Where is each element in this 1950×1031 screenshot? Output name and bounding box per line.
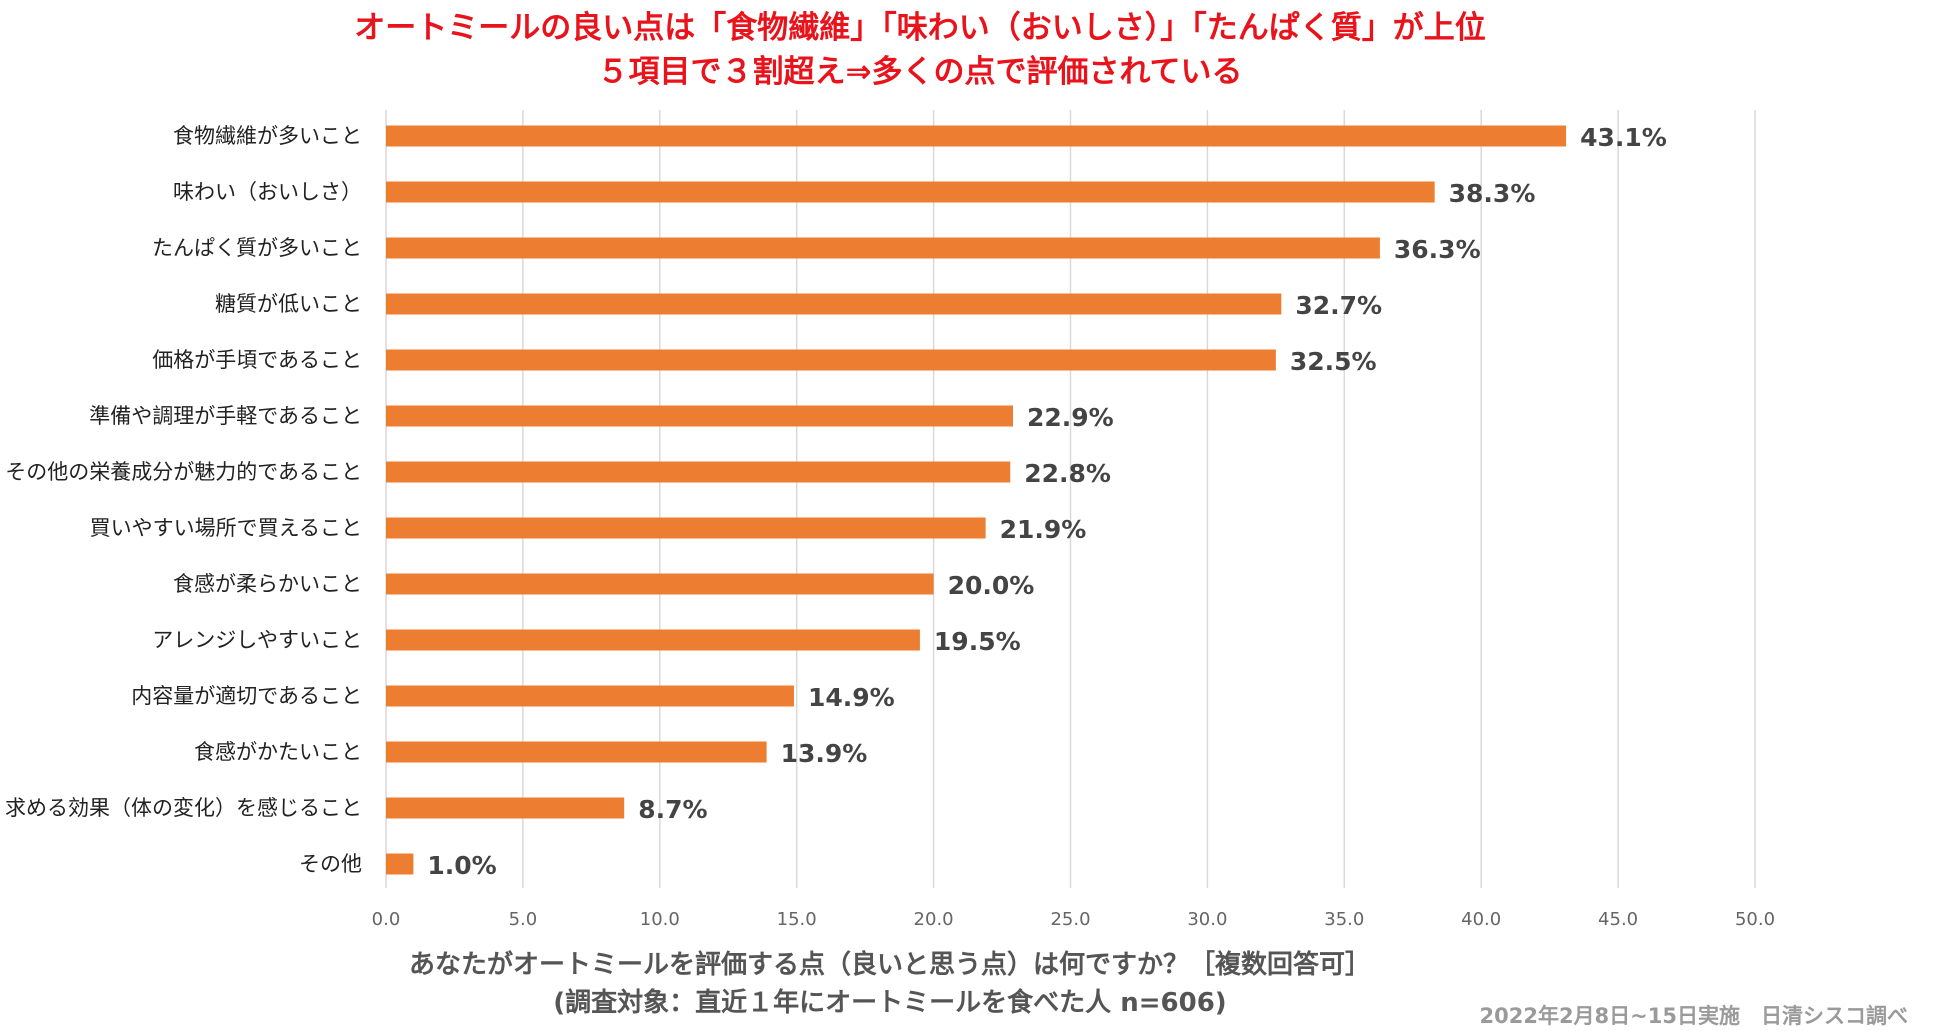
bar — [386, 181, 1435, 203]
value-label: 22.9% — [1027, 403, 1114, 432]
category-label: アレンジしやすいこと — [152, 628, 362, 652]
category-label: 味わい（おいしさ） — [173, 180, 362, 204]
x-tick-label: 50.0 — [1735, 909, 1775, 930]
chart-title-line-1: オートミールの良い点は「食物繊維」「味わい（おいしさ）」「たんぱく質」が上位 — [354, 10, 1486, 46]
x-tick-label: 40.0 — [1461, 909, 1501, 930]
value-label: 21.9% — [1000, 515, 1087, 544]
value-label: 8.7% — [638, 795, 707, 824]
x-tick-label: 35.0 — [1324, 909, 1364, 930]
value-label: 19.5% — [934, 627, 1021, 656]
chart-title-line-2: ５項目で３割超え⇒多くの点で評価されている — [597, 54, 1243, 90]
category-label: その他の栄養成分が魅力的であること — [5, 460, 362, 484]
x-axis-question-label: あなたがオートミールを評価する点（良いと思う点）は何ですか？［複数回答可］ — [408, 950, 1371, 980]
bar — [386, 293, 1282, 315]
bar — [386, 461, 1011, 483]
x-tick-label: 25.0 — [1050, 909, 1090, 930]
bar — [386, 349, 1276, 371]
bar — [386, 237, 1380, 259]
category-label: 求める効果（体の変化）を感じること — [5, 796, 362, 820]
category-label: その他 — [299, 852, 362, 876]
value-label: 32.5% — [1290, 347, 1377, 376]
bar — [386, 741, 767, 763]
category-label: 糖質が低いこと — [215, 292, 362, 316]
bar — [386, 685, 794, 707]
value-label: 38.3% — [1449, 179, 1536, 208]
bar — [386, 797, 625, 819]
x-tick-label: 30.0 — [1187, 909, 1227, 930]
value-label: 1.0% — [427, 851, 496, 880]
bar — [386, 853, 414, 875]
category-label: たんぱく質が多いこと — [152, 236, 362, 260]
value-label: 20.0% — [948, 571, 1035, 600]
bar — [386, 125, 1567, 147]
x-tick-label: 20.0 — [914, 909, 954, 930]
x-tick-label: 15.0 — [777, 909, 817, 930]
value-label: 32.7% — [1295, 291, 1382, 320]
category-label: 食物繊維が多いこと — [173, 124, 362, 148]
source-note: 2022年2月8日~15日実施 日清シスコ調べ — [1479, 1004, 1909, 1028]
bar — [386, 405, 1014, 427]
category-label: 価格が手頃であること — [152, 348, 362, 372]
x-tick-label: 5.0 — [509, 909, 538, 930]
x-axis-survey-label: (調査対象：直近１年にオートミールを食べた人 n=606) — [553, 988, 1227, 1018]
value-label: 36.3% — [1394, 235, 1481, 264]
value-label: 13.9% — [781, 739, 868, 768]
bar — [386, 517, 986, 539]
category-label: 食感が柔らかいこと — [173, 572, 362, 596]
x-tick-label: 45.0 — [1598, 909, 1638, 930]
category-label: 買いやすい場所で買えること — [90, 516, 362, 540]
x-tick-label: 10.0 — [640, 909, 680, 930]
bar — [386, 629, 920, 651]
category-label: 食感がかたいこと — [194, 740, 362, 764]
category-label: 内容量が適切であること — [131, 684, 362, 708]
bar — [386, 573, 934, 595]
value-label: 43.1% — [1580, 123, 1667, 152]
value-label: 22.8% — [1024, 459, 1111, 488]
value-label: 14.9% — [808, 683, 895, 712]
x-tick-label: 0.0 — [372, 909, 401, 930]
category-label: 準備や調理が手軽であること — [89, 404, 362, 428]
